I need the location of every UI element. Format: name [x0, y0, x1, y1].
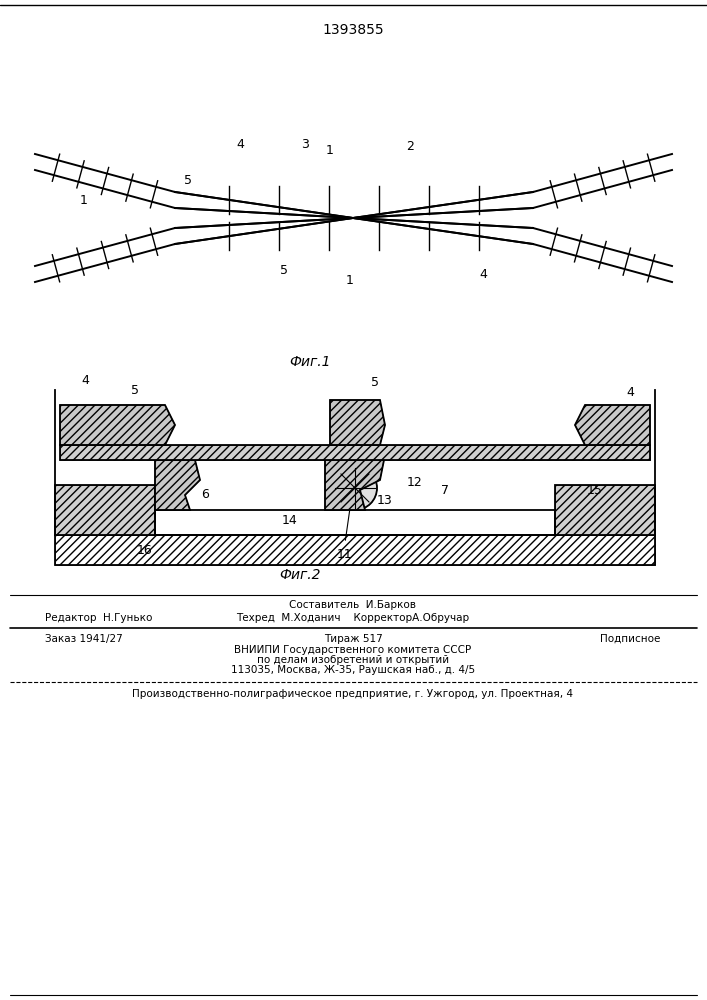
Text: по делам изобретений и открытий: по делам изобретений и открытий	[257, 655, 449, 665]
Text: 5: 5	[131, 383, 139, 396]
Text: Тираж 517: Тираж 517	[324, 634, 382, 644]
Text: 4: 4	[81, 373, 89, 386]
Bar	[60, 445, 650, 460]
Polygon shape	[60, 405, 175, 445]
Text: 11: 11	[337, 548, 353, 562]
Bar	[55, 485, 155, 535]
Text: Редактор  Н.Гунько: Редактор Н.Гунько	[45, 613, 153, 623]
Text: 1: 1	[80, 194, 88, 207]
Polygon shape	[325, 455, 385, 510]
Text: Производственно-полиграфическое предприятие, г. Ужгород, ул. Проектная, 4: Производственно-полиграфическое предприя…	[132, 689, 573, 699]
Text: ВНИИПИ Государственного комитета СССР: ВНИИПИ Государственного комитета СССР	[235, 645, 472, 655]
Text: 1: 1	[326, 143, 334, 156]
Circle shape	[333, 466, 377, 510]
Polygon shape	[575, 405, 650, 445]
Text: 5: 5	[280, 263, 288, 276]
Text: Заказ 1941/27: Заказ 1941/27	[45, 634, 123, 644]
Text: Подписное: Подписное	[600, 634, 660, 644]
Bar	[155, 510, 555, 535]
Text: 2: 2	[406, 140, 414, 153]
Text: 4: 4	[479, 267, 487, 280]
Bar	[60, 445, 650, 460]
Text: Техред  М.Ходанич    КорректорА.Обручар: Техред М.Ходанич КорректорА.Обручар	[236, 613, 469, 623]
Text: 14: 14	[282, 514, 298, 526]
Bar	[55, 535, 655, 565]
Polygon shape	[330, 400, 385, 445]
Text: 113035, Москва, Ж-35, Раушская наб., д. 4/5: 113035, Москва, Ж-35, Раушская наб., д. …	[231, 665, 475, 675]
Text: 5: 5	[371, 375, 379, 388]
Text: Фиг.2: Фиг.2	[279, 568, 321, 582]
Text: Фиг.1: Фиг.1	[289, 355, 331, 369]
Polygon shape	[155, 460, 200, 510]
Text: 15: 15	[587, 484, 603, 496]
Bar	[555, 485, 655, 535]
Text: 16: 16	[137, 544, 153, 556]
Text: 1: 1	[346, 273, 354, 286]
Text: 13: 13	[377, 493, 393, 506]
Text: 6: 6	[201, 488, 209, 502]
Text: 1393855: 1393855	[322, 23, 384, 37]
Text: 4: 4	[236, 137, 244, 150]
Text: 4: 4	[626, 385, 634, 398]
Text: 3: 3	[301, 137, 309, 150]
Text: 7: 7	[441, 484, 449, 496]
Bar	[55, 535, 655, 565]
Text: 12: 12	[407, 477, 423, 489]
Text: 5: 5	[184, 174, 192, 188]
Bar	[55, 485, 155, 535]
Bar	[555, 485, 655, 535]
Text: Составитель  И.Барков: Составитель И.Барков	[289, 600, 416, 610]
